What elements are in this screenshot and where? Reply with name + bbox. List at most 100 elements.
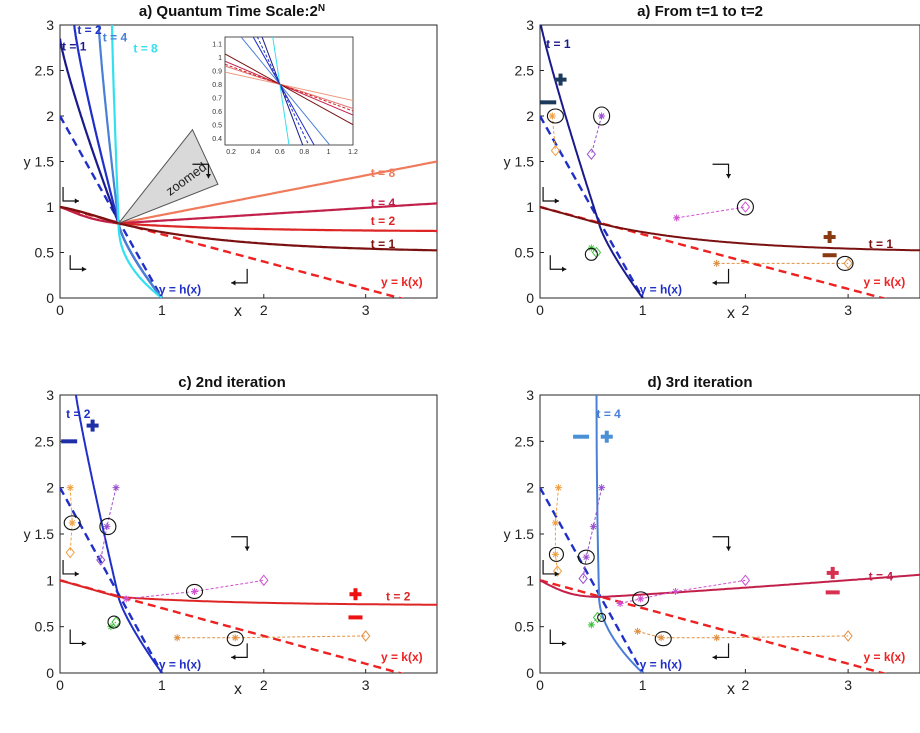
panel-title: d) 3rd iteration: [647, 374, 752, 391]
circle-highlight: [584, 247, 598, 261]
k-curve-label: t = 1: [869, 237, 894, 251]
inset-h-curve: [240, 37, 331, 145]
y-tick-label: 2: [46, 480, 54, 496]
h-curve-label: t = 8: [133, 41, 158, 55]
arrow-line: [542, 186, 560, 202]
arrow-head: [231, 280, 236, 286]
k-curve-t1: [60, 205, 437, 252]
star-marker: [548, 112, 556, 120]
inset-k-curve: [225, 71, 353, 101]
panel-title: a) Quantum Time Scale:2N: [139, 3, 325, 21]
trajectory-line: [582, 487, 603, 579]
star-marker: [589, 523, 597, 531]
diamond-marker: [65, 546, 75, 559]
circle-highlight: [107, 615, 121, 629]
diamond-marker: [592, 611, 603, 624]
arrow-corner: [231, 643, 248, 660]
arrow-line: [231, 643, 248, 658]
plot-area: [539, 394, 920, 674]
panel-title: c) 2nd iteration: [178, 374, 286, 391]
k-curve: [540, 206, 920, 252]
x-tick-label: 1: [158, 302, 166, 318]
circle-highlight: [548, 546, 564, 562]
arrow-corner: [712, 163, 732, 179]
plot-area: [59, 394, 438, 674]
x-tick-label: 0: [536, 302, 544, 318]
x-tick-label: 0: [536, 677, 544, 693]
arrow-line: [69, 629, 87, 645]
diamond-marker: [843, 630, 853, 642]
panel-a-from-t1-to-t2: a) From t=1 to t=2 x 0 1 2 3 0 0.5 1 y 1.5 2 2.5 3…: [504, 3, 920, 322]
arrow-line: [542, 559, 560, 575]
k-curve: [540, 573, 920, 598]
inset-x-tick: 0.8: [299, 149, 309, 156]
k-curve-label: t = 8: [371, 166, 396, 180]
y-tick-label: 0: [526, 665, 534, 681]
inset-k-curve: [225, 60, 353, 116]
y-tick-label: 2: [46, 108, 54, 124]
plus-marker-h: [86, 419, 99, 432]
arrow-head: [205, 173, 212, 179]
bar: [558, 73, 563, 86]
trajectory-line: [100, 487, 117, 561]
star-marker: [68, 519, 76, 527]
arrow-head: [561, 266, 567, 272]
zoom-wedge: [117, 128, 219, 225]
y-tick-label: 2: [526, 108, 534, 124]
plus-marker-k: [349, 588, 362, 601]
inset-y-tick: 0.5: [212, 122, 222, 129]
minus-marker-k: [825, 590, 840, 595]
k-curve-label: t = 4: [371, 196, 396, 210]
inset-x-tick: 0.2: [226, 149, 236, 156]
arrow-corner: [62, 186, 80, 204]
bar: [353, 588, 358, 601]
y-tick-label: 1: [526, 199, 534, 215]
bar: [90, 419, 95, 432]
trajectory-line: [619, 579, 746, 604]
arrow-head: [81, 266, 87, 272]
trajectory-line: [554, 487, 559, 572]
y-tick-label: 0.5: [35, 245, 55, 261]
x-axis-label: x: [234, 303, 242, 320]
star-marker: [637, 595, 645, 603]
arrow-corner: [549, 629, 567, 647]
arrow-corner: [231, 268, 248, 286]
arrow-line: [712, 163, 730, 179]
arrow-line: [62, 186, 80, 202]
arrow-head: [725, 546, 732, 551]
star-marker: [616, 600, 624, 607]
k-label: y = k(x): [381, 650, 423, 664]
arrow-corner: [69, 255, 87, 272]
x-tick-label: 1: [639, 677, 647, 693]
star-marker: [713, 259, 721, 267]
trajectory-line: [126, 579, 264, 600]
inset-frame: [224, 36, 354, 146]
arrow-head: [244, 546, 250, 551]
y-tick-label: 2: [526, 480, 534, 496]
x-tick-label: 2: [260, 677, 268, 693]
minus-marker-h: [540, 100, 557, 105]
arrow-corner: [231, 536, 250, 551]
inset-k-curve: [225, 65, 353, 110]
h-label: y = h(x): [159, 657, 201, 671]
star-marker: [598, 112, 606, 120]
plus-marker-h: [600, 430, 613, 443]
y-tick-label: 3: [46, 17, 54, 33]
minus-marker-h: [573, 434, 590, 439]
star-marker: [657, 634, 665, 642]
star-marker: [103, 523, 111, 531]
arrow-line: [712, 536, 730, 551]
h-label: y = h(x): [640, 657, 682, 671]
arrow-line: [549, 255, 567, 270]
arrow-corner: [192, 163, 212, 179]
bar: [827, 231, 832, 244]
arrow-head: [81, 640, 87, 647]
y-tick-label: 3: [526, 17, 534, 33]
h-curve-label: t = 2: [77, 23, 102, 37]
y-tick-label: 3: [526, 387, 534, 403]
h-line-dashed: [540, 115, 644, 298]
h-label: y = h(x): [640, 282, 682, 296]
arrow-head: [554, 571, 560, 577]
y-tick-label: 1: [526, 572, 534, 588]
